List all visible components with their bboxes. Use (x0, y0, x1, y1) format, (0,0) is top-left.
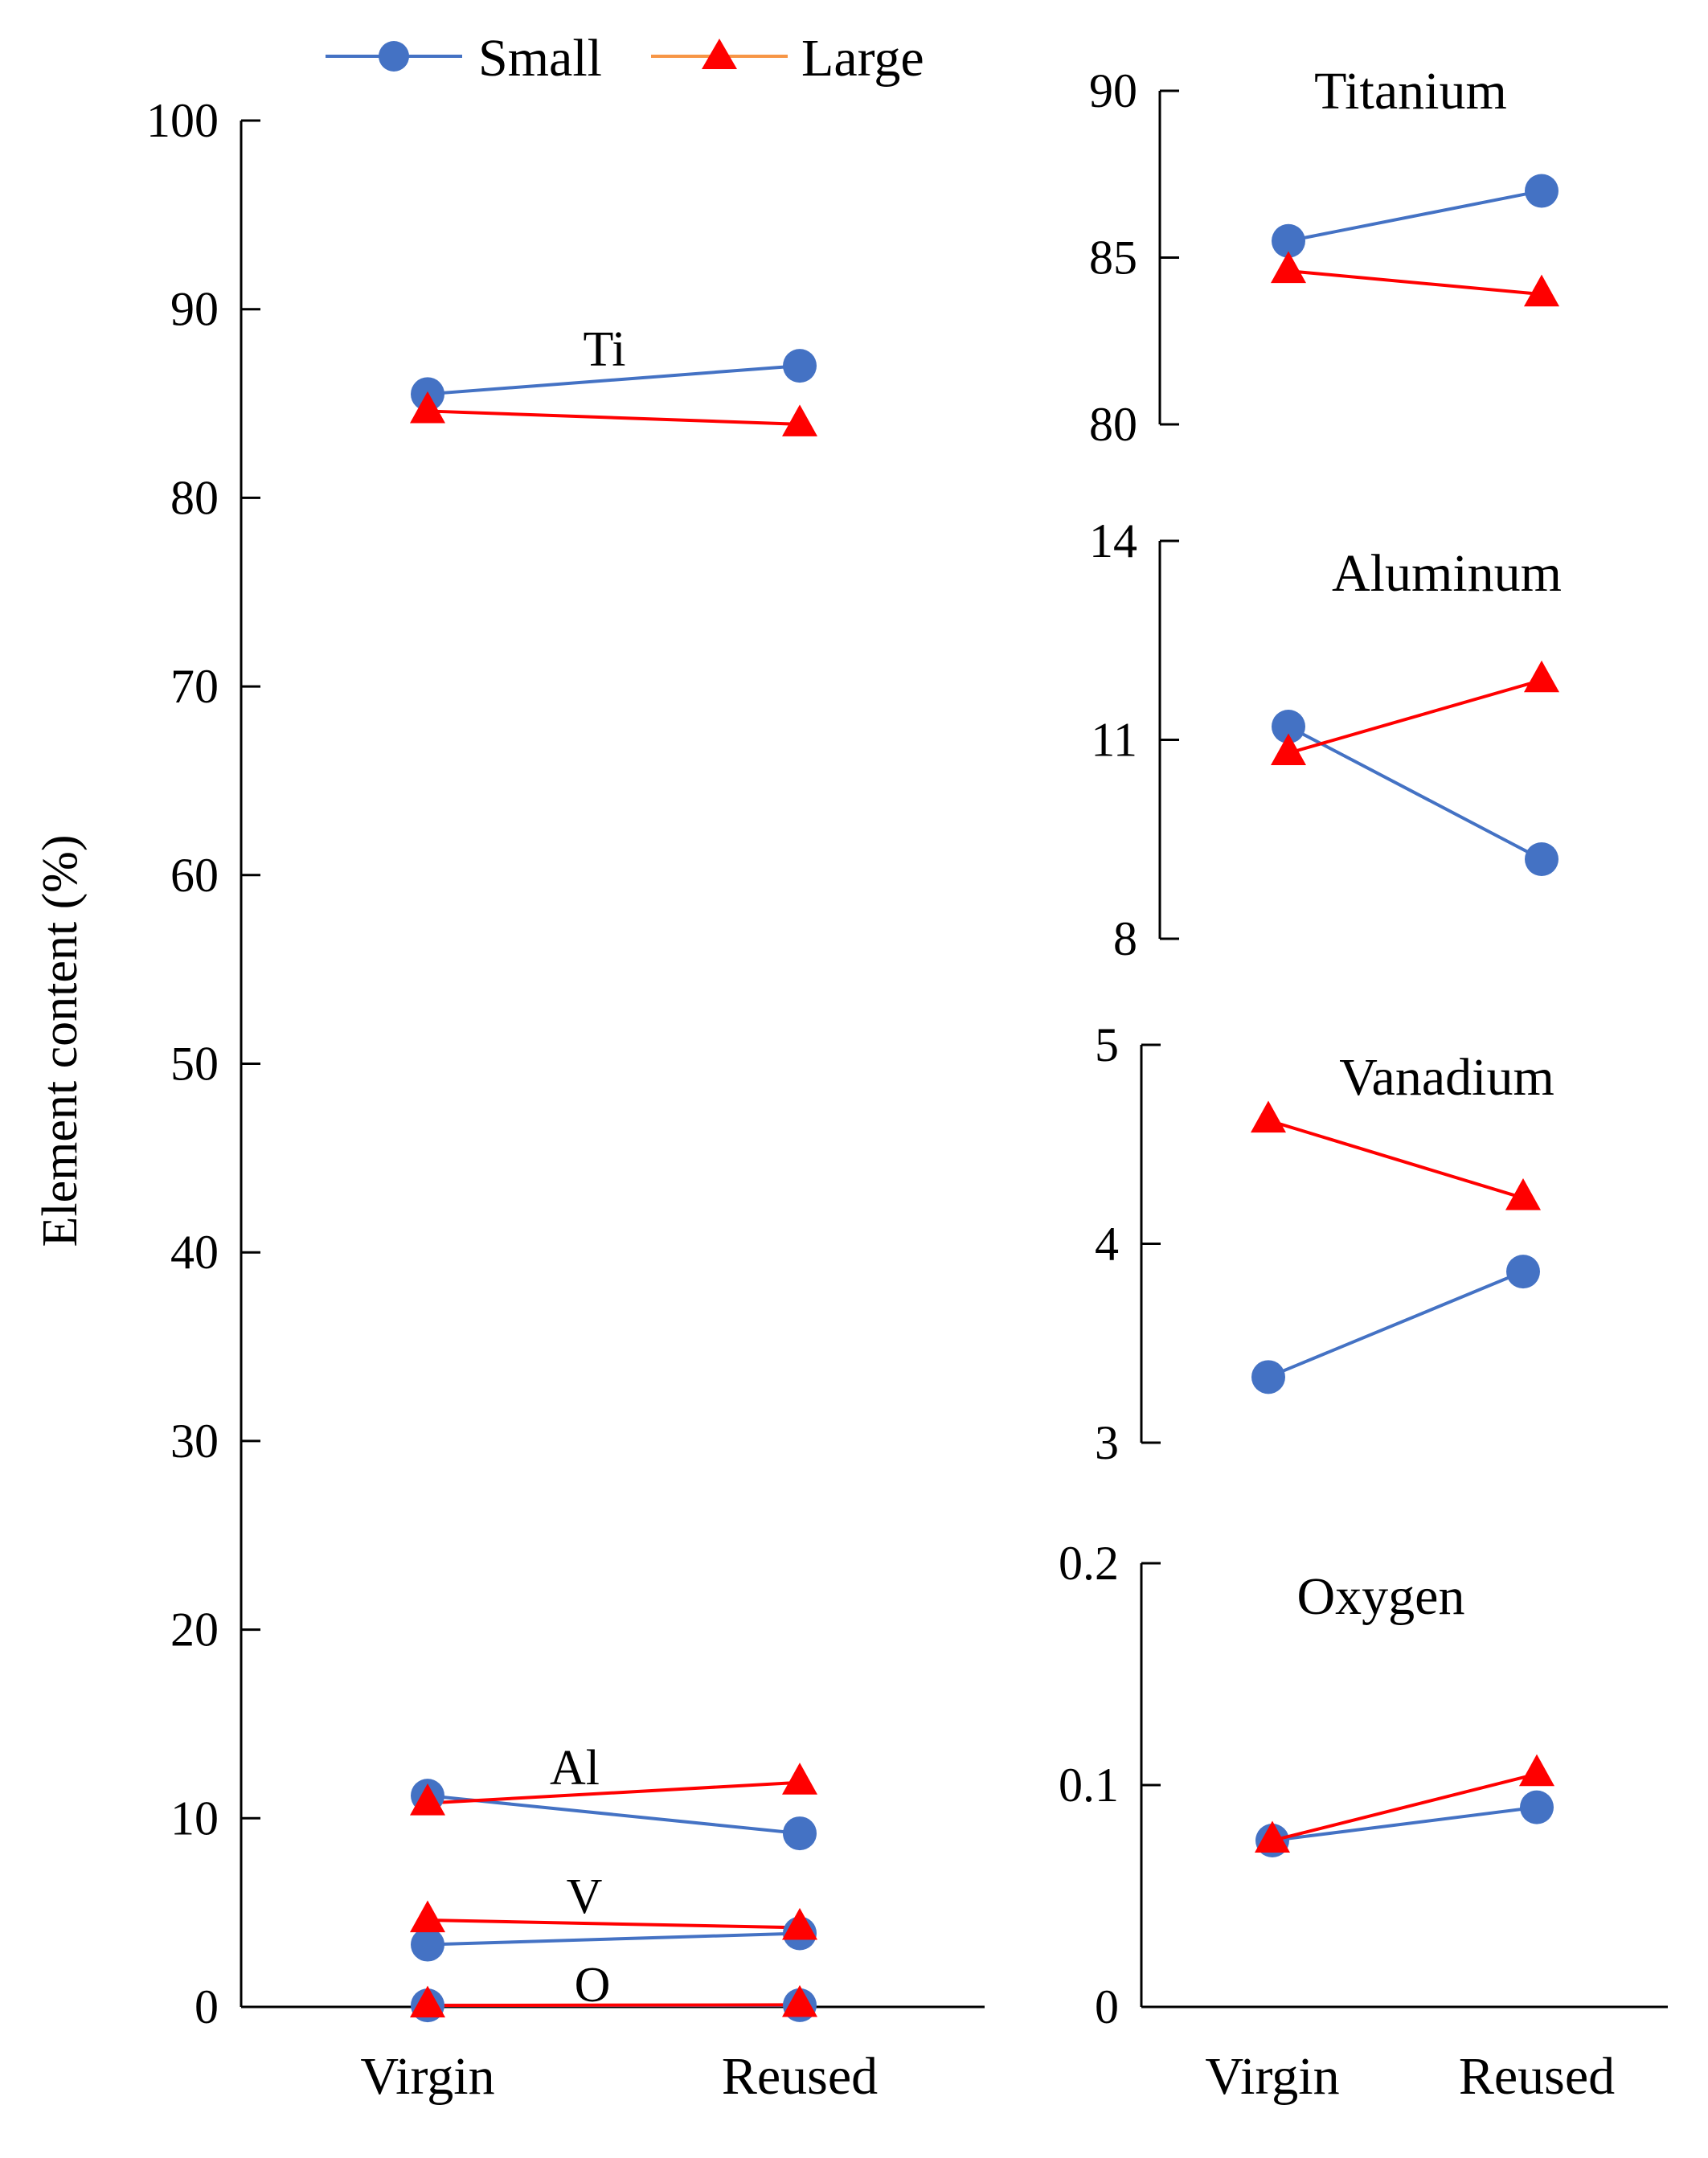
aluminum-y-tick-label: 11 (1091, 714, 1137, 767)
v-small-line (427, 1931, 801, 1947)
legend: Small Large (326, 29, 924, 88)
ti-small-point (783, 349, 817, 383)
main-y-tick-label: 30 (170, 1415, 219, 1468)
main-x-tick-label: Virgin (360, 2047, 494, 2106)
al-small-point (783, 1816, 817, 1851)
al-group-label: Al (550, 1741, 600, 1796)
main-y-tick-label: 100 (146, 94, 219, 147)
oxygen-large-line (1272, 1772, 1538, 1842)
al-large-point (782, 1763, 817, 1795)
vanadium-small-point (1251, 1360, 1285, 1394)
oxygen-y-tick-label: 0.1 (1059, 1759, 1119, 1812)
main-y-tick-label: 70 (170, 660, 219, 713)
titanium-large-point (1524, 274, 1559, 307)
oxygen-small-point (1520, 1790, 1554, 1824)
oxygen-y-tick-label: 0.2 (1059, 1537, 1119, 1590)
aluminum-y-tick-label: 14 (1089, 514, 1137, 567)
main-y-tick-label: 0 (195, 1980, 219, 2033)
al-small-line (427, 1794, 801, 1836)
aluminum-title: Aluminum (1332, 544, 1562, 603)
v-large-point (410, 1900, 445, 1933)
oxygen-small-line (1272, 1805, 1538, 1842)
vanadium-y-tick-label: 5 (1095, 1018, 1119, 1071)
main-y-tick-label: 40 (170, 1226, 219, 1279)
oxygen-large-point (1519, 1754, 1554, 1787)
vanadium-large-point (1505, 1178, 1541, 1210)
titanium-small-line (1288, 189, 1542, 243)
main-x-tick-label: Reused (722, 2047, 878, 2106)
oxygen-x-tick-label: Reused (1459, 2047, 1615, 2106)
titanium-y-tick-label: 90 (1089, 64, 1137, 117)
oxygen-x-tick-label: Virgin (1205, 2047, 1339, 2106)
main-y-tick-label: 60 (170, 849, 219, 902)
main-y-tick-label: 90 (170, 283, 219, 336)
ti-large-point (782, 404, 817, 436)
vanadium-small-point (1506, 1255, 1540, 1289)
vanadium-large-line (1268, 1119, 1524, 1200)
legend-large-label: Large (801, 29, 924, 88)
vanadium-title: Vanadium (1339, 1048, 1554, 1107)
v-group-label: V (567, 1869, 603, 1924)
titanium-small-point (1525, 174, 1558, 208)
o-large-point (410, 1985, 445, 2018)
ti-group-label: Ti (584, 322, 626, 377)
main-y-axis-title: Element content (%) (33, 834, 88, 1247)
oxygen-y-tick-label: 0 (1095, 1980, 1119, 2033)
aluminum-large-point (1524, 660, 1559, 693)
aluminum-large-line (1288, 678, 1542, 755)
main-y-tick-label: 10 (170, 1792, 219, 1845)
legend-small-label: Small (478, 29, 602, 88)
aluminum-large-point (1271, 733, 1306, 766)
oxygen-large-point (1255, 1820, 1290, 1853)
titanium-title: Titanium (1314, 62, 1507, 121)
ti-large-point (410, 391, 445, 424)
main-y-tick-label: 80 (170, 471, 219, 524)
v-large-line (427, 1918, 801, 1930)
ti-small-line (427, 364, 801, 396)
o-large-line (427, 2003, 801, 2008)
aluminum-small-point (1272, 710, 1305, 743)
titanium-large-point (1271, 251, 1306, 284)
legend-small-marker (379, 41, 409, 72)
vanadium-small-line (1268, 1270, 1524, 1379)
titanium-small-point (1272, 223, 1305, 258)
v-large-point (782, 1907, 817, 1940)
titanium-large-line (1288, 269, 1542, 297)
aluminum-y-tick-label: 8 (1113, 912, 1137, 965)
titanium-y-tick-label: 80 (1089, 398, 1137, 451)
ti-large-line (427, 409, 801, 426)
o-large-point (782, 1984, 817, 2017)
al-large-point (410, 1783, 445, 1816)
main-y-tick-label: 20 (170, 1603, 219, 1656)
vanadium-y-tick-label: 4 (1095, 1218, 1119, 1271)
titanium-y-tick-label: 85 (1089, 231, 1137, 285)
oxygen-title: Oxygen (1297, 1567, 1465, 1626)
al-large-line (427, 1780, 801, 1805)
aluminum-small-line (1288, 725, 1542, 861)
o-group-label: O (575, 1958, 611, 2013)
main-y-tick-label: 50 (170, 1038, 219, 1091)
v-small-point (411, 1927, 444, 1962)
vanadium-large-point (1251, 1100, 1286, 1133)
legend-large-marker (702, 39, 737, 69)
vanadium-y-tick-label: 3 (1095, 1416, 1119, 1469)
aluminum-small-point (1525, 842, 1558, 876)
